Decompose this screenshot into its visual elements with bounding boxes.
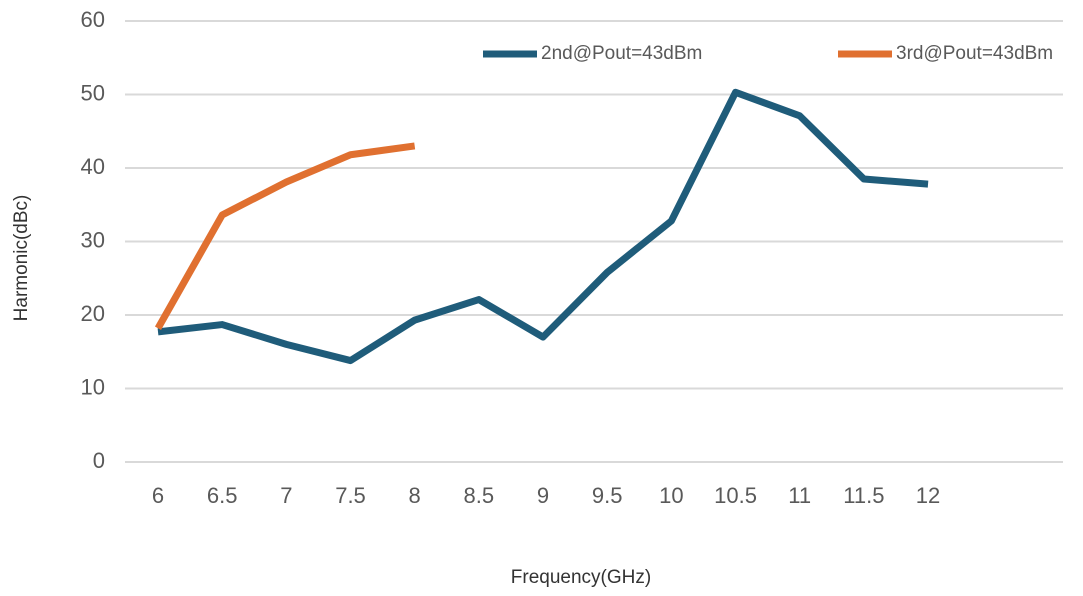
x-tick-label: 10 [659,483,683,508]
y-tick-label: 20 [81,301,105,326]
x-tick-label: 6 [152,483,164,508]
x-tick-label: 10.5 [714,483,757,508]
y-tick-label: 60 [81,7,105,32]
x-tick-label: 7 [280,483,292,508]
y-tick-label: 0 [93,448,105,473]
x-tick-label: 7.5 [335,483,366,508]
x-tick-label: 9.5 [592,483,623,508]
y-tick-label: 30 [81,227,105,252]
legend-label: 3rd@Pout=43dBm [896,43,1053,64]
legend-label: 2nd@Pout=43dBm [541,43,702,64]
data-line [157,88,929,365]
x-tick-label: 9 [537,483,549,508]
x-tick-label: 12 [916,483,940,508]
y-tick-label: 40 [81,154,105,179]
data-line [154,142,416,330]
x-tick-label: 11.5 [843,483,884,508]
x-tick-label: 11 [788,483,811,508]
y-tick-label: 10 [81,374,105,399]
x-tick-label: 8.5 [464,483,495,508]
x-tick-label: 6.5 [207,483,238,508]
x-axis-title: Frequency(GHz) [511,567,651,588]
y-axis-title: Harmonic(dBc) [11,195,32,322]
x-tick-label: 8 [409,483,421,508]
y-tick-label: 50 [81,80,105,105]
